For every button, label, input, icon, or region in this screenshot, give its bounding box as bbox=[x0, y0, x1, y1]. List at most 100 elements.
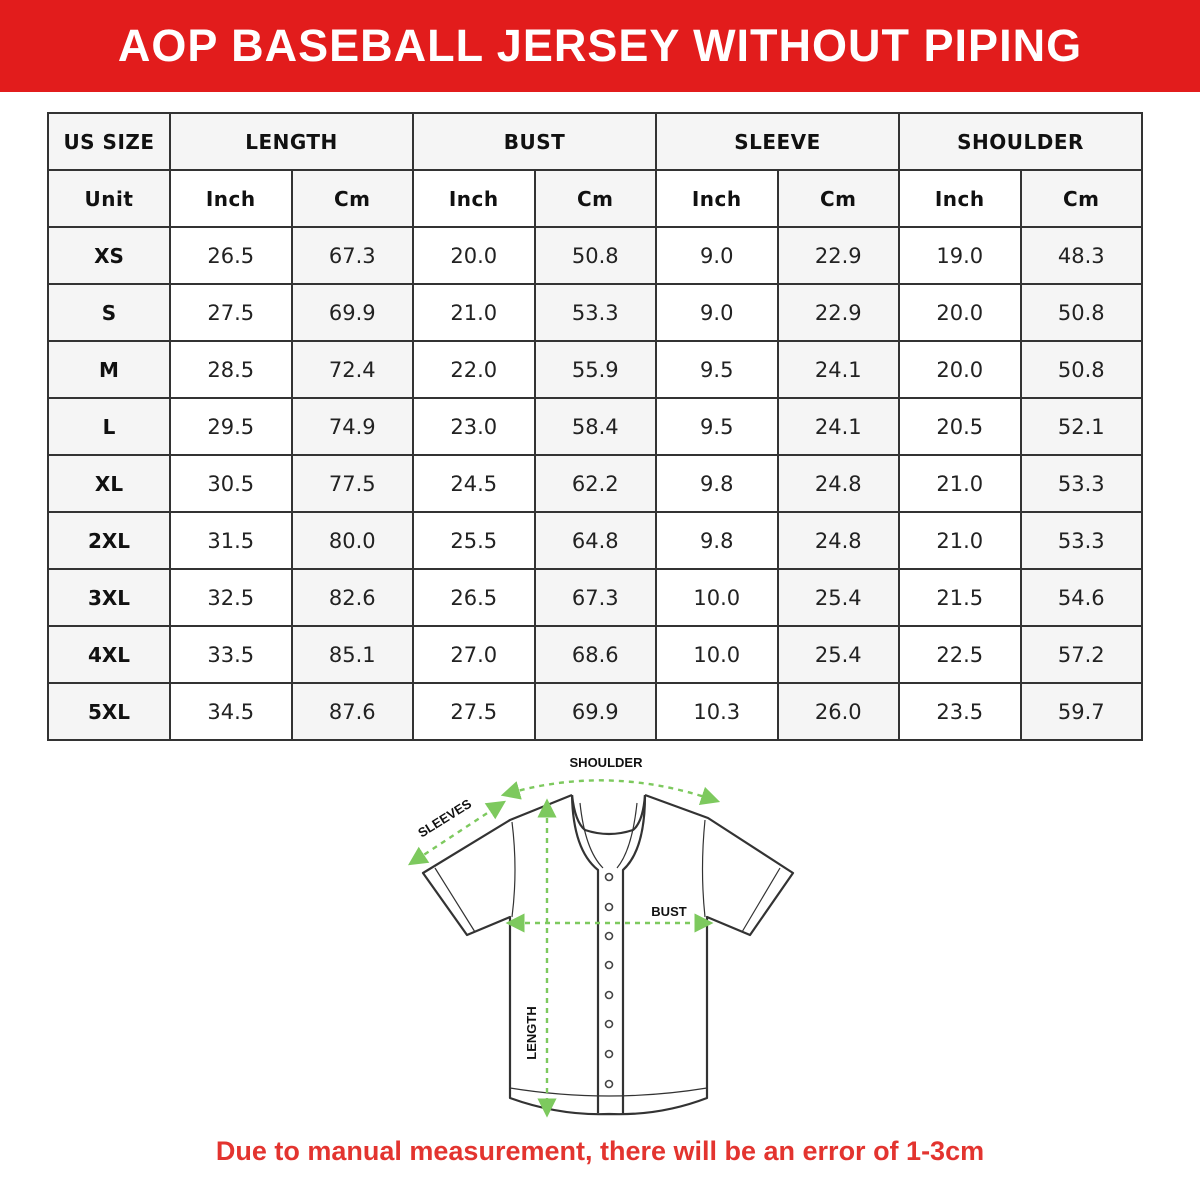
unit-header-cm: Cm bbox=[1019, 169, 1143, 228]
button-icon bbox=[604, 1079, 614, 1089]
measurement-cell: 67.3 bbox=[290, 226, 414, 285]
measurement-error-note: Due to manual measurement, there will be… bbox=[215, 1136, 985, 1166]
measurement-cell: 20.0 bbox=[412, 226, 536, 285]
measurement-cell: 10.0 bbox=[655, 625, 779, 684]
unit-header-cm: Cm bbox=[533, 169, 657, 228]
measurement-cell: 24.1 bbox=[776, 340, 900, 399]
measurement-cell: 27.0 bbox=[412, 625, 536, 684]
measurement-cell: 30.5 bbox=[169, 454, 293, 513]
measurement-cell: 87.6 bbox=[290, 682, 414, 741]
jersey-outline bbox=[421, 793, 795, 1116]
size-cell: 2XL bbox=[47, 511, 171, 570]
header-bust: BUST bbox=[412, 112, 657, 171]
unit-header-inch: Inch bbox=[898, 169, 1022, 228]
measurement-cell: 59.7 bbox=[1019, 682, 1143, 741]
measurement-cell: 62.2 bbox=[533, 454, 657, 513]
unit-header-inch: Inch bbox=[412, 169, 536, 228]
measurement-cell: 24.1 bbox=[776, 397, 900, 456]
table-row: 5XL 34.5 87.6 27.5 69.9 10.3 26.0 23.5 59.7 bbox=[47, 682, 1143, 741]
measurement-cell: 10.3 bbox=[655, 682, 779, 741]
measurement-cell: 72.4 bbox=[290, 340, 414, 399]
size-cell: L bbox=[47, 397, 171, 456]
size-cell: 4XL bbox=[47, 625, 171, 684]
measurement-cell: 24.5 bbox=[412, 454, 536, 513]
unit-header-cm: Cm bbox=[290, 169, 414, 228]
measurement-cell: 28.5 bbox=[169, 340, 293, 399]
measurement-cell: 23.0 bbox=[412, 397, 536, 456]
table-row: L 29.5 74.9 23.0 58.4 9.5 24.1 20.5 52.1 bbox=[47, 397, 1143, 456]
measurement-cell: 9.0 bbox=[655, 283, 779, 342]
measurement-cell: 48.3 bbox=[1019, 226, 1143, 285]
measurement-cell: 26.5 bbox=[169, 226, 293, 285]
measurement-cell: 69.9 bbox=[533, 682, 657, 741]
measurement-cell: 25.5 bbox=[412, 511, 536, 570]
table-row: XL 30.5 77.5 24.5 62.2 9.8 24.8 21.0 53.3 bbox=[47, 454, 1143, 513]
header-unit: Unit bbox=[47, 169, 171, 228]
measurement-cell: 52.1 bbox=[1019, 397, 1143, 456]
shoulder-label: SHOULDER bbox=[570, 755, 644, 770]
measurement-cell: 9.8 bbox=[655, 454, 779, 513]
button-icon bbox=[604, 1019, 614, 1029]
measurement-cell: 82.6 bbox=[290, 568, 414, 627]
table-row: 2XL 31.5 80.0 25.5 64.8 9.8 24.8 21.0 53.3 bbox=[47, 511, 1143, 570]
table-row: 4XL 33.5 85.1 27.0 68.6 10.0 25.4 22.5 57.2 bbox=[47, 625, 1143, 684]
measurement-cell: 27.5 bbox=[412, 682, 536, 741]
measurement-cell: 58.4 bbox=[533, 397, 657, 456]
measurement-cell: 20.0 bbox=[898, 283, 1022, 342]
measurement-cell: 54.6 bbox=[1019, 568, 1143, 627]
measurement-cell: 22.0 bbox=[412, 340, 536, 399]
measurement-cell: 26.0 bbox=[776, 682, 900, 741]
measurement-cell: 21.5 bbox=[898, 568, 1022, 627]
title-banner: AOP BASEBALL JERSEY WITHOUT PIPING bbox=[0, 0, 1200, 92]
measurement-cell: 33.5 bbox=[169, 625, 293, 684]
measurement-cell: 25.4 bbox=[776, 568, 900, 627]
table-row: S 27.5 69.9 21.0 53.3 9.0 22.9 20.0 50.8 bbox=[47, 283, 1143, 342]
header-us-size: US SIZE bbox=[47, 112, 171, 171]
size-chart-table: US SIZE LENGTH BUST SLEEVE SHOULDER Unit… bbox=[47, 112, 1143, 741]
measurement-cell: 21.0 bbox=[412, 283, 536, 342]
size-cell: XL bbox=[47, 454, 171, 513]
measurement-cell: 20.5 bbox=[898, 397, 1022, 456]
measurement-cell: 69.9 bbox=[290, 283, 414, 342]
measurement-cell: 22.5 bbox=[898, 625, 1022, 684]
measurement-cell: 50.8 bbox=[533, 226, 657, 285]
sleeve-measure-arrow bbox=[407, 800, 507, 866]
measurement-cell: 74.9 bbox=[290, 397, 414, 456]
jersey-measurement-diagram: SHOULDER BUST SLEEVES LENGTH bbox=[407, 755, 795, 1118]
button-icon bbox=[604, 931, 614, 941]
measurement-cell: 53.3 bbox=[1019, 454, 1143, 513]
page-title: AOP BASEBALL JERSEY WITHOUT PIPING bbox=[117, 20, 1083, 71]
header-length: LENGTH bbox=[169, 112, 414, 171]
measurement-cell: 53.3 bbox=[533, 283, 657, 342]
size-cell: S bbox=[47, 283, 171, 342]
measurement-cell: 29.5 bbox=[169, 397, 293, 456]
measurement-cell: 57.2 bbox=[1019, 625, 1143, 684]
measurement-cell: 9.0 bbox=[655, 226, 779, 285]
measurement-cell: 19.0 bbox=[898, 226, 1022, 285]
size-cell: 5XL bbox=[47, 682, 171, 741]
measurement-cell: 64.8 bbox=[533, 511, 657, 570]
measurement-cell: 21.0 bbox=[898, 511, 1022, 570]
measurement-cell: 27.5 bbox=[169, 283, 293, 342]
header-shoulder: SHOULDER bbox=[898, 112, 1143, 171]
measurement-cell: 31.5 bbox=[169, 511, 293, 570]
measurement-cell: 20.0 bbox=[898, 340, 1022, 399]
measurement-cell: 22.9 bbox=[776, 283, 900, 342]
unit-header-inch: Inch bbox=[169, 169, 293, 228]
button-icon bbox=[604, 872, 614, 882]
measurement-cell: 24.8 bbox=[776, 511, 900, 570]
size-cell: M bbox=[47, 340, 171, 399]
measurement-cell: 68.6 bbox=[533, 625, 657, 684]
size-cell: XS bbox=[47, 226, 171, 285]
unit-header-row: Unit Inch Cm Inch Cm Inch Cm Inch Cm bbox=[47, 169, 1143, 228]
measurement-cell: 77.5 bbox=[290, 454, 414, 513]
length-label: LENGTH bbox=[524, 1006, 539, 1059]
measurement-cell: 32.5 bbox=[169, 568, 293, 627]
button-icon bbox=[604, 990, 614, 1000]
measurement-cell: 50.8 bbox=[1019, 340, 1143, 399]
sleeves-label: SLEEVES bbox=[415, 796, 474, 841]
shoulder-measure-arrow bbox=[500, 779, 721, 806]
measurement-cell: 34.5 bbox=[169, 682, 293, 741]
unit-header-inch: Inch bbox=[655, 169, 779, 228]
measurement-cell: 85.1 bbox=[290, 625, 414, 684]
